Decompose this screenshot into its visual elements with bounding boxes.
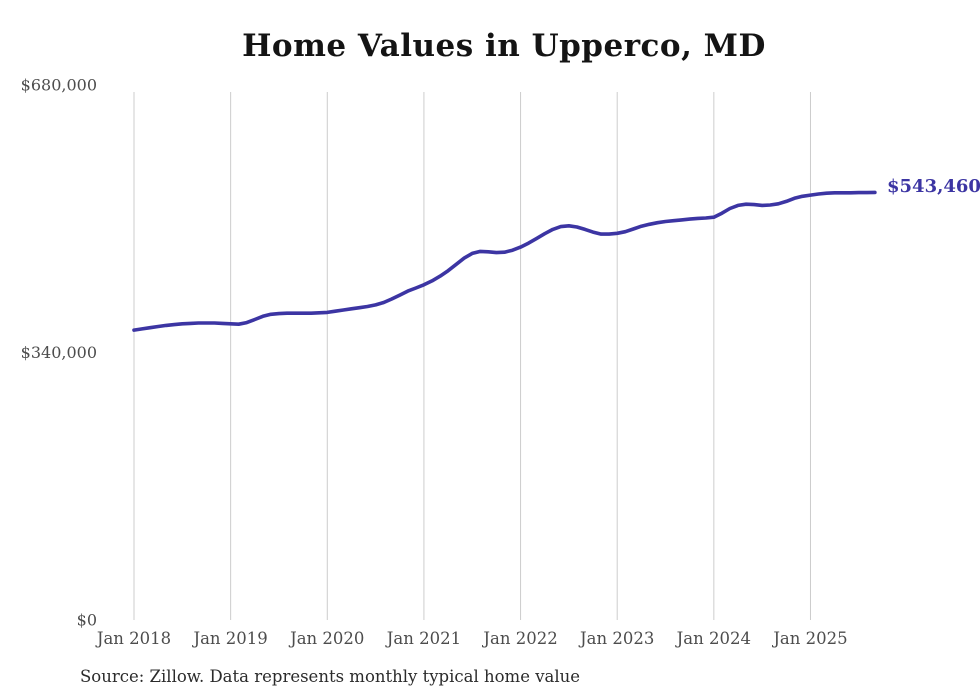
x-tick-label: Jan 2024 [675, 629, 751, 648]
source-note: Source: Zillow. Data represents monthly … [80, 667, 581, 686]
x-tick-label: Jan 2023 [578, 629, 654, 648]
x-tick-label: Jan 2020 [288, 629, 364, 648]
current-value-label: $543,460 [887, 176, 980, 197]
x-tick-label: Jan 2019 [191, 629, 267, 648]
chart-title: Home Values in Upperco, MD [242, 28, 766, 64]
y-tick-label: $340,000 [21, 343, 97, 362]
x-tick-label: Jan 2021 [385, 629, 461, 648]
home-value-line [132, 190, 877, 332]
y-tick-label: $680,000 [21, 76, 97, 95]
x-tick-label: Jan 2018 [95, 629, 171, 648]
y-tick-label: $0 [77, 611, 97, 630]
x-tick-label: Jan 2025 [771, 629, 847, 648]
x-tick-label: Jan 2022 [481, 629, 557, 648]
